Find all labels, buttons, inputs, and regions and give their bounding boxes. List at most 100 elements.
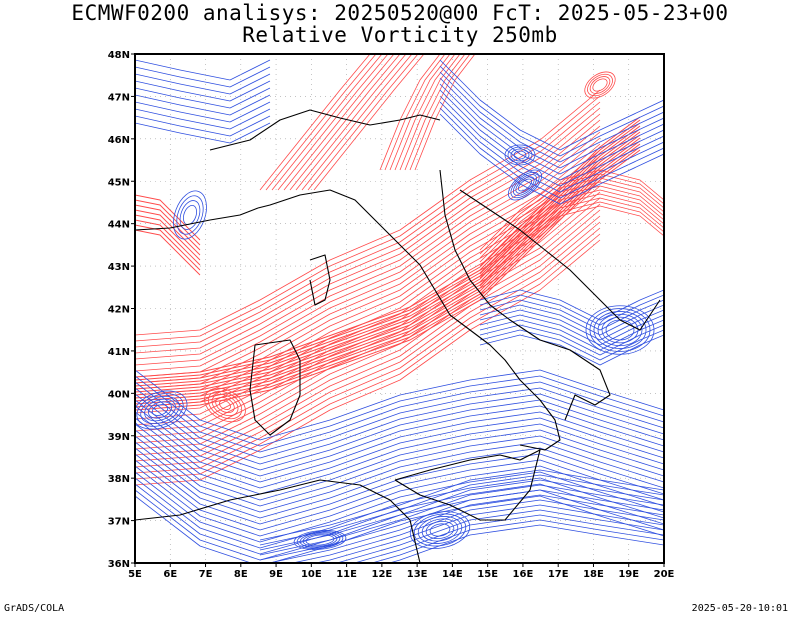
contour-ring: [507, 146, 533, 164]
contour-ring: [136, 393, 184, 427]
contour-line: [135, 239, 601, 486]
lat-tick-label: 41N: [108, 347, 130, 358]
contour-line: [135, 369, 664, 441]
contour-line: [135, 134, 641, 396]
contour-line: [135, 73, 271, 95]
contour-line: [439, 83, 664, 175]
contour-line: [135, 149, 641, 411]
contour-line: [404, 54, 466, 171]
contour-line: [259, 479, 664, 551]
title-block: ECMWF0200 analisys: 20250520@00 FcT: 202…: [0, 2, 800, 46]
coastlines-borders: [135, 109, 661, 563]
lon-tick-label: 15E: [477, 569, 498, 580]
contour-ring: [510, 171, 540, 199]
contour-line: [389, 54, 451, 171]
contour-line: [135, 411, 664, 483]
lat-tick-label: 46N: [108, 135, 130, 146]
contour-line: [135, 59, 271, 81]
lon-tick-label: 8E: [234, 569, 248, 580]
contour-line: [479, 181, 664, 263]
contour-line: [379, 54, 441, 171]
contour-line: [259, 489, 664, 561]
contour-ring: [299, 532, 341, 548]
lon-tick-label: 14E: [442, 569, 463, 580]
contour-ring: [504, 144, 536, 166]
contour-ring: [593, 311, 647, 349]
contour-line: [313, 54, 425, 191]
lat-tick-label: 40N: [108, 389, 130, 400]
lon-tick-label: 11E: [336, 569, 357, 580]
contour-line: [135, 233, 601, 480]
contour-line: [271, 54, 383, 191]
contour-line: [259, 469, 664, 541]
contour-line: [439, 107, 664, 199]
contour-line: [439, 95, 664, 187]
contour-line: [384, 54, 446, 171]
contour-line: [295, 54, 407, 191]
lon-tick-label: 19E: [618, 569, 639, 580]
lat-tick-label: 42N: [108, 305, 130, 316]
lon-tick-label: 9E: [269, 569, 283, 580]
contour-line: [135, 87, 271, 109]
contour-line: [135, 417, 664, 489]
contour-line: [259, 484, 664, 556]
contour-ring: [409, 511, 471, 549]
contour-line: [439, 71, 664, 163]
lon-tick-label: 6E: [163, 569, 177, 580]
contour-line: [479, 177, 664, 259]
lon-tick-label: 7E: [199, 569, 213, 580]
contour-ring: [211, 393, 239, 417]
contour-ring: [512, 174, 538, 196]
contour-ring: [219, 400, 231, 410]
contour-line: [479, 185, 664, 267]
contour-line: [135, 146, 641, 408]
contour-ring: [421, 518, 459, 542]
contour-ring: [507, 169, 543, 201]
contour-ring: [513, 150, 527, 160]
contour-line: [439, 113, 664, 205]
contour-line: [135, 495, 664, 563]
contour-ring: [597, 313, 643, 347]
contour-ring: [589, 76, 611, 94]
contour-line: [439, 89, 664, 181]
contour-line: [289, 54, 401, 191]
coastline: [249, 339, 301, 436]
contour-ring: [584, 71, 616, 99]
contour-line: [479, 299, 664, 331]
lon-tick-label: 12E: [371, 569, 392, 580]
contour-line: [479, 201, 664, 283]
contour-line: [135, 375, 664, 447]
contour-line: [135, 116, 641, 378]
map-subtitle: Relative Vorticity 250mb: [242, 23, 558, 47]
lon-tick-label: 16E: [513, 569, 534, 580]
contour-line: [479, 329, 664, 361]
coastline: [135, 207, 259, 231]
contour-ring: [510, 148, 530, 162]
contour-line: [399, 54, 461, 171]
contour-line: [135, 483, 664, 555]
contour-line: [479, 294, 664, 326]
contour-line: [135, 441, 664, 513]
contour-ring: [429, 523, 451, 537]
contour-line: [479, 324, 664, 356]
map-title: ECMWF0200 analisys: 20250520@00 FcT: 202…: [71, 1, 729, 25]
lon-tick-label: 13E: [407, 569, 428, 580]
lat-tick-label: 45N: [108, 177, 130, 188]
longitude-axis: 5E 6E 7E 8E 9E 10E 11E 12E 13E 14E 15E 16E 17E 18E 19E…: [128, 563, 675, 580]
contour-line: [394, 54, 456, 171]
contour-line: [479, 197, 664, 279]
contour-ring: [173, 190, 207, 240]
contour-line: [135, 381, 664, 453]
coastline: [459, 189, 661, 331]
lon-tick-label: 5E: [128, 569, 142, 580]
contour-ring: [135, 390, 188, 430]
lat-tick-label: 36N: [108, 559, 130, 570]
contour-ring: [140, 396, 180, 424]
contour-line: [135, 465, 664, 537]
contour-line: [353, 514, 664, 563]
coastline: [209, 109, 441, 151]
contour-line: [135, 107, 601, 354]
contour-line: [439, 59, 664, 151]
contour-line: [409, 54, 471, 171]
